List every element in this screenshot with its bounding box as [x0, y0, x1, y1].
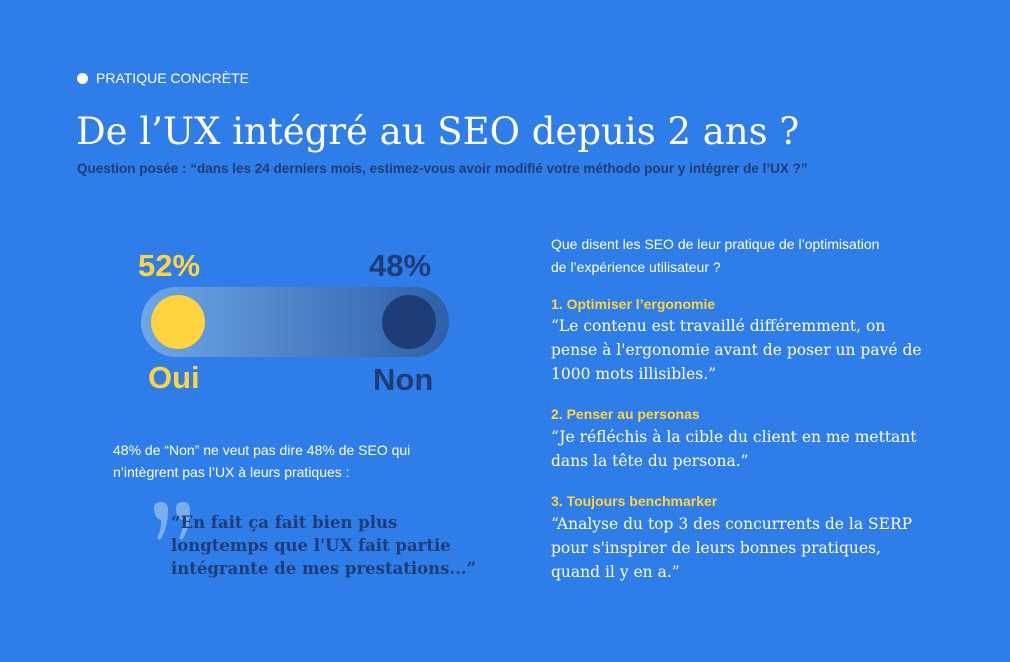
toggle	[141, 287, 449, 357]
item-line: dans la tête du persona.”	[551, 452, 749, 470]
item-line: quand il y en a.”	[551, 563, 680, 581]
item-heading: 2. Penser au personas	[551, 406, 700, 422]
quote-line: “En fait ça fait bien plus	[171, 513, 398, 532]
item-heading: 1. Optimiser l’ergonomie	[551, 296, 716, 312]
yes-label: Oui	[148, 360, 200, 395]
note-line: n’intègrent pas l’UX à leurs pratiques :	[113, 464, 350, 480]
tag: PRATIQUE CONCRÈTE	[96, 70, 249, 86]
item-line: “Analyse du top 3 des concurrents de la …	[551, 515, 913, 533]
no-label: Non	[373, 362, 434, 397]
note-line: 48% de “Non” ne veut pas dire 48% de SEO…	[113, 442, 411, 458]
item-line: pense à l'ergonomie avant de poser un pa…	[551, 341, 922, 359]
yes-percent: 52%	[138, 248, 201, 283]
no-percent: 48%	[369, 248, 432, 283]
item-line: “Je réfléchis à la cible du client en me…	[551, 428, 917, 446]
quote-mark	[154, 502, 190, 540]
intro-line: Que disent les SEO de leur pratique de l…	[551, 236, 880, 252]
quote-line: intégrante de mes prestations...”	[171, 559, 477, 578]
item-line: “Le contenu est travaillé différemment, …	[551, 317, 886, 335]
item-line: 1000 mots illisibles.”	[551, 365, 717, 383]
subtitle: Question posée : “dans les 24 derniers m…	[77, 161, 808, 176]
title: De l’UX intégré au SEO depuis 2 ans ?	[76, 110, 800, 153]
item-line: pour s'inspirer de leurs bonnes pratique…	[551, 539, 881, 557]
intro-line: de l’expérience utilisateur ?	[551, 259, 721, 275]
yes-knob	[151, 295, 205, 349]
toggle-track	[141, 287, 449, 357]
tag-dot	[77, 73, 88, 84]
no-knob	[382, 295, 436, 349]
quote-line: longtemps que l'UX fait partie	[171, 536, 451, 555]
item-heading: 3. Toujours benchmarker	[551, 493, 718, 509]
